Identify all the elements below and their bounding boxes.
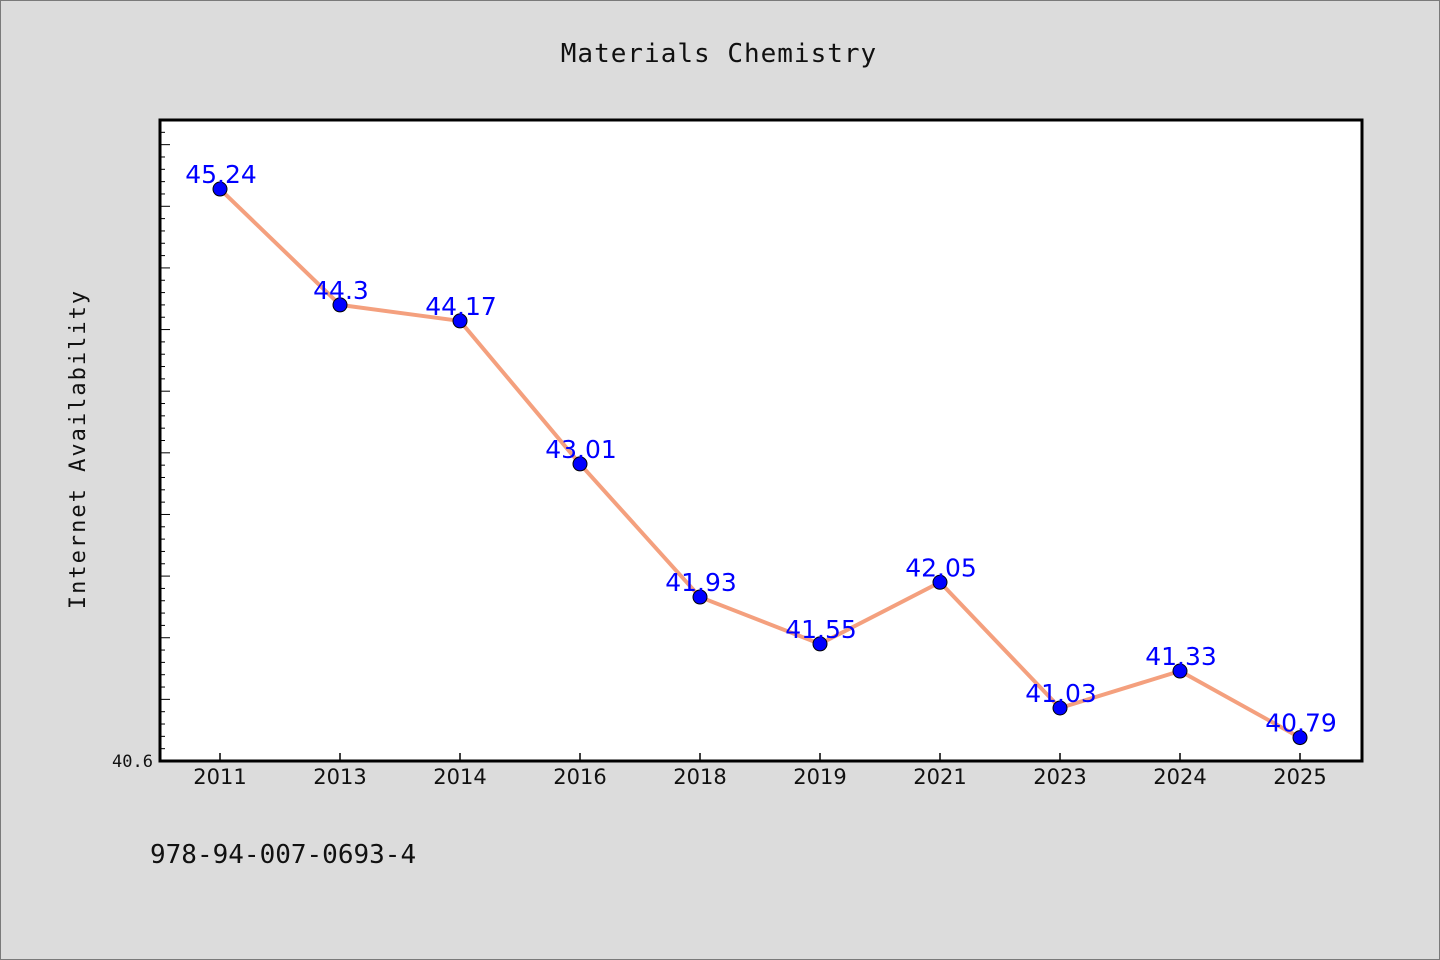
data-point [452,313,468,329]
data-point [692,589,708,605]
series-markers [212,181,1308,746]
data-label: 41.93 [665,568,737,597]
x-tick-label: 2016 [553,765,606,789]
data-point [812,636,828,652]
data-label: 44.3 [313,276,369,305]
data-label: 41.55 [785,615,857,644]
x-tick-labels: 2011 2013 2014 2016 2018 2019 2021 2023 2024 2025 [193,765,1326,789]
data-labels: 45.24 44.3 44.17 43.01 41.93 41.55 42.05 41.03 4… [185,160,1337,738]
y-axis-ticks [160,119,170,762]
series-line [218,187,1302,740]
data-point [1052,700,1068,716]
data-label: 44.17 [425,292,497,321]
data-label: 45.24 [185,160,257,189]
data-label: 41.33 [1145,642,1217,671]
x-tick-label: 2013 [313,765,366,789]
plot-area [158,118,1364,763]
data-point [1172,663,1188,679]
data-label: 43.01 [545,435,617,464]
data-point [1292,730,1308,746]
data-label: 41.03 [1025,679,1097,708]
x-tick-label: 2023 [1033,765,1086,789]
x-tick-label: 2018 [673,765,726,789]
x-tick-label: 2024 [1153,765,1206,789]
x-tick-label: 2014 [433,765,486,789]
data-point [212,181,228,197]
x-tick-label: 2021 [913,765,966,789]
y-tick-label: 40.6 [112,752,153,772]
footer-isbn: 978-94-007-0693-4 [150,840,416,870]
x-axis-ticks [219,753,1301,761]
data-point [932,574,948,590]
data-label: 42.05 [905,553,977,582]
x-tick-label: 2019 [793,765,846,789]
y-axis-label: Internet Availability [66,289,91,609]
x-tick-label: 2011 [193,765,246,789]
data-label: 40.79 [1265,709,1337,738]
data-point [572,456,588,472]
data-point [332,297,348,313]
chart-title: Materials Chemistry [561,39,877,69]
x-tick-label: 2025 [1273,765,1326,789]
